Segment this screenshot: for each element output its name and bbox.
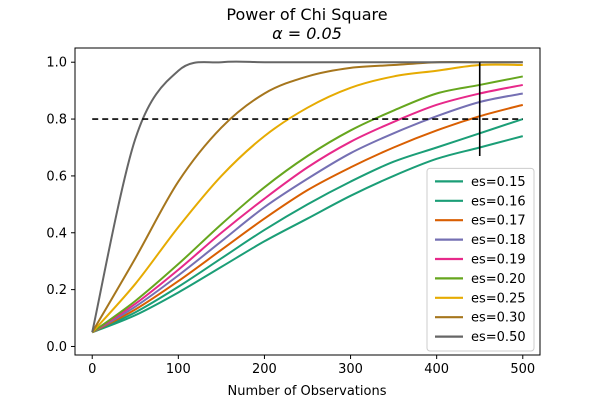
plot-area: 0 100 200 300 400 500 0.0 0.2 0.4 0.6 0.8 1.0 (46, 47, 541, 377)
x-axis-label: Number of Observations (228, 384, 387, 399)
x-tick-label: 0 (88, 362, 96, 377)
legend-label: es=0.50 (471, 330, 526, 345)
legend: es=0.15 es=0.16 es=0.17 es=0.18 es=0.19 es=0.… (426, 167, 535, 352)
x-tick-label: 100 (166, 362, 191, 377)
x-tick-label: 400 (424, 362, 449, 377)
legend-label: es=0.18 (471, 233, 526, 248)
series-line-es-0-25 (91, 63, 523, 333)
legend-label: es=0.30 (471, 311, 526, 326)
legend-box (426, 167, 535, 352)
series-line-es-0-19 (91, 83, 523, 334)
x-tick-label: 300 (338, 362, 363, 377)
y-tick-label: 0.8 (46, 113, 67, 128)
y-tick-label: 1.0 (46, 56, 67, 71)
series-line-es-0-20 (91, 75, 523, 334)
x-tick-label: 200 (252, 362, 277, 377)
legend-label: es=0.20 (471, 272, 526, 287)
legend-label: es=0.15 (471, 175, 526, 190)
series-line-es-0-17 (91, 103, 524, 334)
chart-title: Power of Chi Square (226, 5, 387, 24)
legend-label: es=0.25 (471, 291, 526, 306)
chart-subtitle: α = 0.05 (272, 24, 342, 43)
y-tick-label: 0.4 (46, 226, 67, 241)
y-tick-label: 0.2 (46, 283, 67, 298)
series-line-es-0-18 (91, 92, 523, 334)
series-line-es-0-16 (91, 118, 524, 334)
plot-frame (74, 47, 541, 356)
y-tick-label: 0.6 (46, 169, 67, 184)
series-line-es-0-15 (91, 135, 524, 334)
legend-label: es=0.19 (471, 253, 526, 268)
y-tick-label: 0.0 (46, 340, 67, 355)
x-tick-label: 500 (510, 362, 535, 377)
series-line-es-0-50 (91, 60, 523, 333)
legend-label: es=0.16 (471, 194, 526, 209)
legend-label: es=0.17 (471, 214, 526, 229)
